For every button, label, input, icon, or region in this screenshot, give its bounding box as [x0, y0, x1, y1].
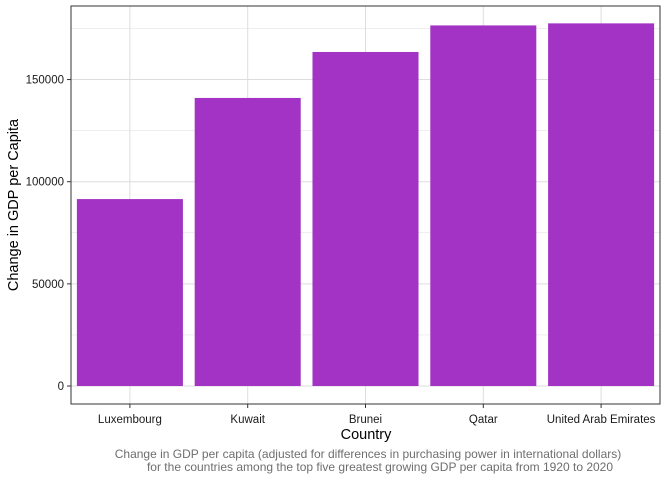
x-tick-label: Qatar — [469, 414, 498, 426]
axis-ticks — [67, 79, 602, 408]
x-tick-label: Kuwait — [230, 414, 265, 426]
x-tick-label: United Arab Emirates — [547, 414, 656, 426]
y-axis-title: Change in GDP per Capita — [6, 118, 22, 291]
bar-united-arab-emirates — [548, 23, 655, 387]
bar-luxembourg — [76, 199, 183, 387]
y-tick-label: 0 — [58, 381, 64, 393]
caption-line-2: for the countries among the top five gre… — [147, 460, 613, 474]
y-tick-label: 150000 — [26, 75, 64, 87]
bar-brunei — [312, 51, 419, 387]
bar-kuwait — [194, 97, 301, 387]
x-tick-label: Luxembourg — [98, 414, 162, 426]
bars — [76, 23, 655, 387]
x-tick-label: Brunei — [349, 414, 382, 426]
bar-qatar — [430, 25, 537, 387]
y-tick-label: 100000 — [26, 177, 64, 189]
x-tick-labels: Luxembourg Kuwait Brunei Qatar United Arab E… — [98, 414, 656, 426]
y-tick-labels: 0 50000 100000 150000 — [26, 75, 64, 393]
y-tick-label: 50000 — [32, 279, 64, 291]
x-axis-title: Country — [341, 427, 393, 443]
caption-line-1: Change in GDP per capita (adjusted for d… — [115, 447, 622, 461]
